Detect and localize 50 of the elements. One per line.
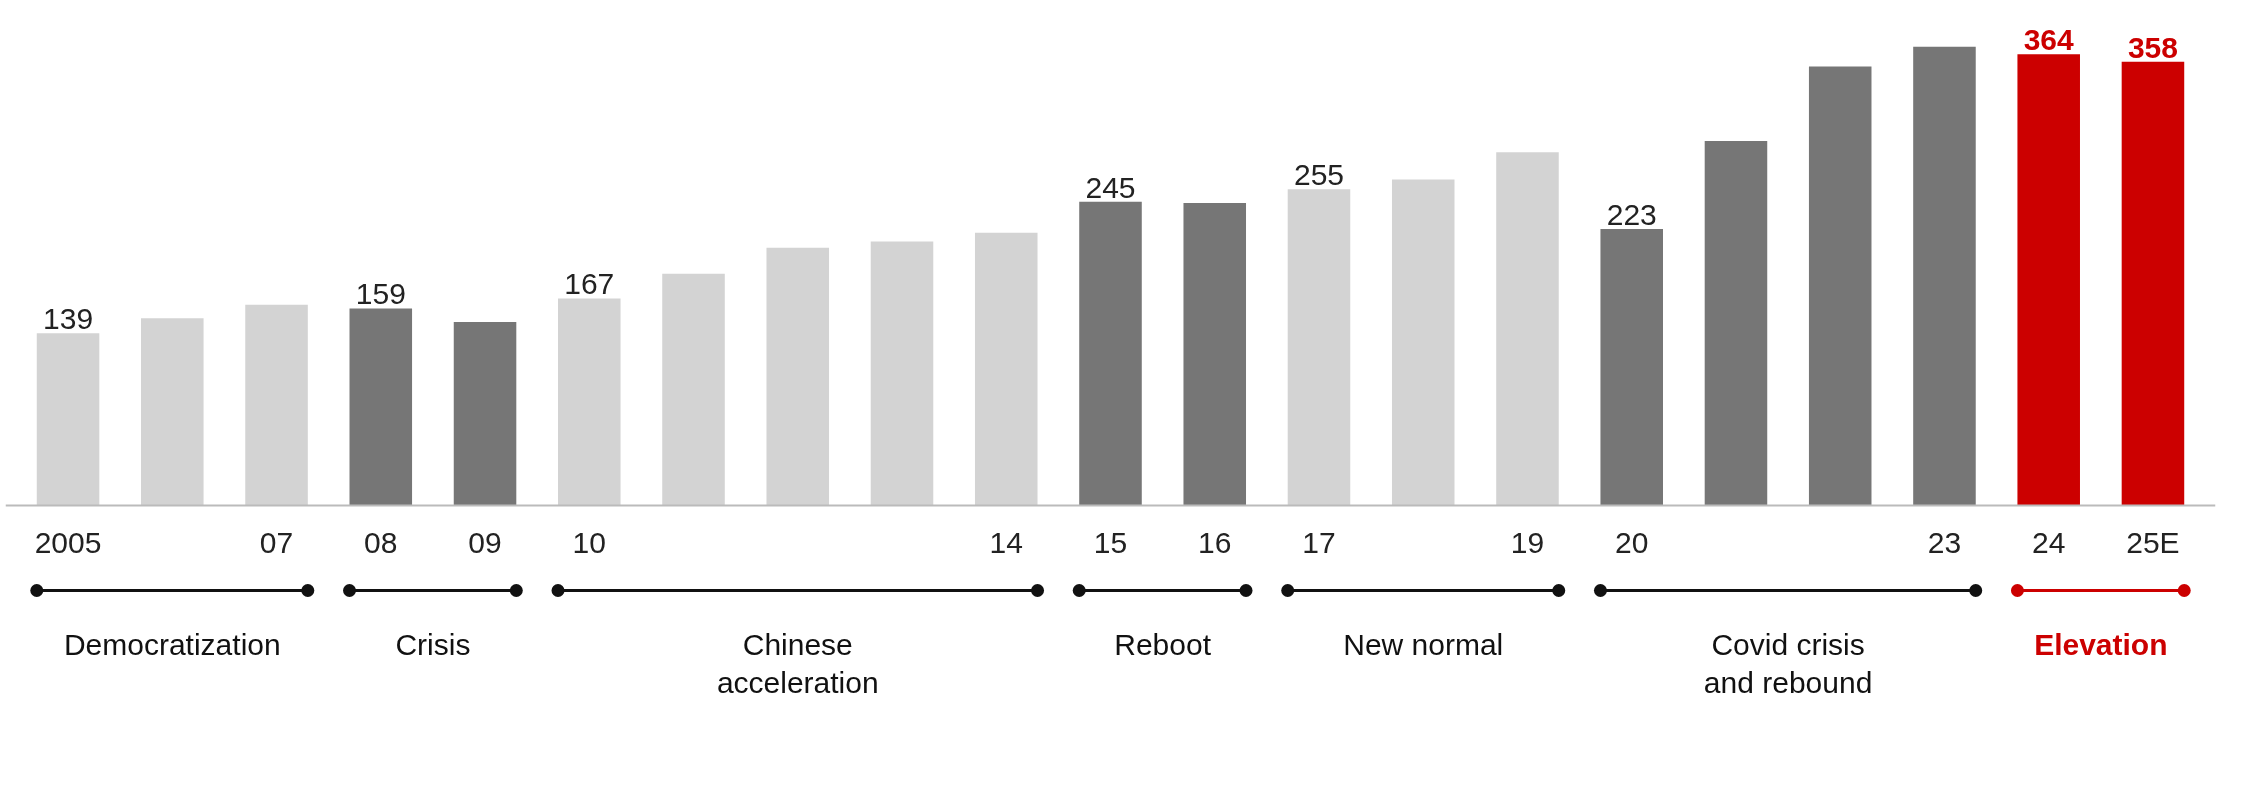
bar	[558, 298, 621, 506]
text: Chinese acceleration	[716, 628, 879, 699]
data-label: 223	[1606, 198, 1657, 232]
data-label: 167	[564, 267, 615, 301]
data-label: 255	[1293, 158, 1345, 192]
bar	[1600, 229, 1663, 506]
bar	[245, 304, 308, 506]
bar	[766, 247, 830, 506]
text: Covid crisis and rebound	[1703, 628, 1873, 699]
bar	[870, 241, 934, 506]
bar	[1287, 189, 1351, 506]
data-label: 245	[1085, 170, 1136, 204]
bar	[974, 232, 1038, 506]
x-tick-label: 2005	[34, 525, 102, 559]
x-tick-label: 19	[1510, 525, 1545, 559]
text: Elevation	[2034, 628, 2168, 661]
data-label: 364	[2023, 23, 2075, 57]
x-tick-label: 23	[1927, 525, 1962, 559]
x-tick-label: 16	[1198, 525, 1232, 559]
bar	[453, 322, 517, 506]
bar	[1079, 201, 1142, 506]
bar	[662, 273, 725, 506]
x-tick-label: 10	[572, 525, 606, 559]
bar	[141, 318, 204, 506]
x-tick-label: 09	[468, 525, 502, 559]
x-tick-label: 24	[2032, 525, 2066, 559]
bar	[2121, 61, 2185, 506]
text: Reboot	[1114, 628, 1212, 661]
x-tick-label: 08	[364, 525, 398, 559]
bar	[1496, 152, 1559, 506]
bar	[1704, 141, 1768, 506]
bar	[1808, 66, 1872, 506]
x-tick-label: 07	[259, 525, 294, 559]
text: Crisis	[395, 628, 471, 661]
x-tick-label: 20	[1615, 525, 1649, 559]
x-tick-label: 17	[1302, 525, 1336, 559]
x-tick-label: 15	[1093, 525, 1128, 559]
bar	[2017, 54, 2080, 506]
text: Democratization	[63, 628, 281, 661]
x-tick-label: 14	[989, 525, 1023, 559]
data-label: 358	[2127, 30, 2178, 64]
bar	[36, 333, 100, 506]
bar	[1391, 179, 1455, 506]
text: New normal	[1343, 628, 1504, 661]
data-label: 139	[43, 302, 94, 336]
bar	[1183, 203, 1247, 506]
bar	[1913, 46, 1976, 506]
x-tick-label: 25E	[2126, 525, 2180, 559]
data-label: 159	[355, 277, 406, 311]
bar	[349, 308, 413, 506]
